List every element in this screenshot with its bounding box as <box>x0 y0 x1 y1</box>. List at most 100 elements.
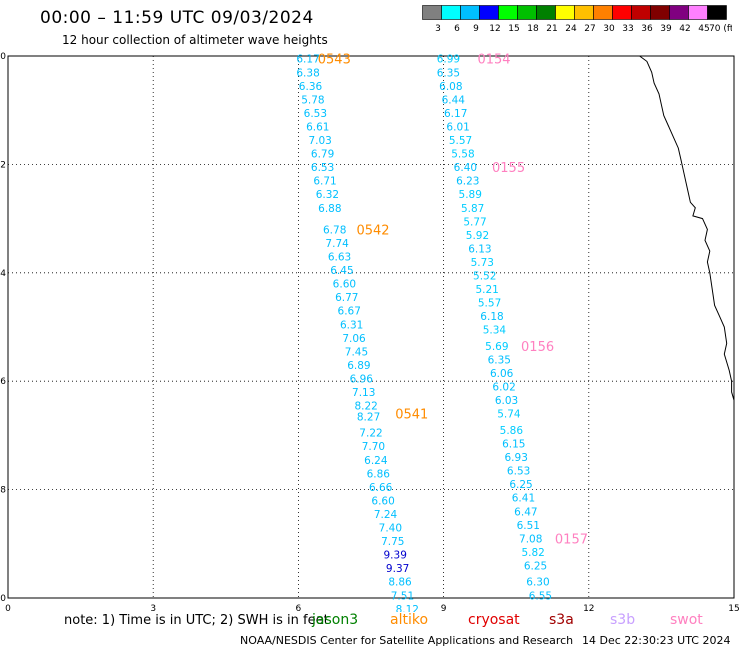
wave-height-value: 5.73 <box>471 257 494 269</box>
colorbar-label: 9 <box>473 24 479 34</box>
wave-height-value: 7.40 <box>379 523 402 535</box>
colorbar-label: 6 <box>454 24 460 34</box>
y-tick-label: -28 <box>0 486 6 496</box>
wave-height-value: 5.34 <box>483 325 507 337</box>
page-title: 00:00 – 11:59 UTC 09/03/2024 <box>40 8 314 28</box>
y-tick-label: -20 <box>0 52 6 62</box>
wave-height-value: 6.53 <box>311 162 334 174</box>
x-tick-label: 3 <box>150 604 156 612</box>
wave-height-value: 6.25 <box>524 560 547 572</box>
wave-height-value: 5.92 <box>466 230 489 242</box>
wave-height-value: 6.18 <box>480 311 503 323</box>
wave-height-value: 6.15 <box>502 439 525 451</box>
wave-height-value: 6.47 <box>514 506 537 518</box>
wave-height-value: 7.08 <box>519 533 542 545</box>
wave-height-value: 7.13 <box>352 387 375 399</box>
wave-height-value: 6.35 <box>437 67 460 79</box>
colorbar-swatch <box>707 5 727 20</box>
wave-height-value: 5.57 <box>478 298 501 310</box>
wave-height-value: 6.79 <box>311 149 334 161</box>
colorbar-label: 42 <box>679 24 690 34</box>
colorbar-label: 3 <box>435 24 441 34</box>
colorbar-label: 70 (ft) <box>709 24 732 34</box>
wave-height-value: 6.24 <box>364 455 388 467</box>
wave-height-value: 6.77 <box>335 292 358 304</box>
colorbar-label: 18 <box>527 24 539 34</box>
wave-height-value: 6.55 <box>529 590 552 602</box>
wave-height-value: 6.89 <box>347 360 370 372</box>
wave-height-value: 5.78 <box>301 94 324 106</box>
colorbar-label: 27 <box>584 24 595 34</box>
wave-height-value: 6.13 <box>468 243 491 255</box>
wave-height-value: 8.86 <box>388 577 412 589</box>
satellite-legend-cryosat: cryosat <box>468 612 520 628</box>
wave-height-value: 5.86 <box>500 425 524 437</box>
wave-height-value: 6.67 <box>338 306 361 318</box>
wave-height-value: 5.58 <box>451 149 474 161</box>
wave-height-value: 6.63 <box>328 252 351 264</box>
wave-height-value: 6.35 <box>488 355 511 367</box>
pass-time-label: 0156 <box>521 340 554 355</box>
y-tick-label: -30 <box>0 594 6 604</box>
wave-height-value: 6.31 <box>340 319 363 331</box>
wave-height-value: 7.22 <box>359 428 382 440</box>
y-tick-label: -22 <box>0 160 6 170</box>
wave-height-value: 7.75 <box>381 536 404 548</box>
coastline <box>639 55 735 401</box>
wave-height-map: 03691215-20-22-24-26-28-306.176.386.365.… <box>0 52 740 612</box>
satellite-legend-s3a: s3a <box>549 612 574 628</box>
x-tick-label: 6 <box>296 604 302 612</box>
wave-height-value: 6.78 <box>323 224 346 236</box>
wave-height-value: 6.51 <box>517 520 540 532</box>
wave-height-value: 6.45 <box>330 265 353 277</box>
x-tick-label: 0 <box>5 604 11 612</box>
pass-time-label: 0542 <box>356 223 389 238</box>
page-subtitle: 12 hour collection of altimeter wave hei… <box>62 33 328 47</box>
wave-height-value: 6.38 <box>296 67 319 79</box>
wave-height-value: 6.36 <box>299 81 323 93</box>
wave-height-value: 6.17 <box>444 108 467 120</box>
wave-height-value: 6.17 <box>296 54 319 66</box>
wave-height-value: 7.03 <box>308 135 331 147</box>
wave-height-value: 6.93 <box>505 452 528 464</box>
wave-height-value: 6.61 <box>306 121 329 133</box>
x-tick-label: 15 <box>728 604 739 612</box>
wave-height-value: 7.06 <box>342 333 366 345</box>
y-tick-label: -26 <box>0 377 6 387</box>
x-tick-label: 12 <box>583 604 594 612</box>
wave-height-value: 6.41 <box>512 493 535 505</box>
wave-height-value: 6.53 <box>304 108 327 120</box>
colorbar-label: 30 <box>603 24 615 34</box>
wave-height-value: 5.69 <box>485 341 508 353</box>
wave-height-value: 6.06 <box>490 368 514 380</box>
credit-line: NOAA/NESDIS Center for Satellite Applica… <box>240 634 574 647</box>
colorbar-label: 45 <box>698 24 709 34</box>
generated-timestamp: 14 Dec 22:30:23 UTC 2024 <box>582 634 731 647</box>
wave-height-value: 8.22 <box>354 401 377 413</box>
y-tick-label: -24 <box>0 269 6 279</box>
wave-height-value: 6.99 <box>437 54 460 66</box>
wave-height-value: 5.82 <box>521 547 544 559</box>
colorbar-label: 24 <box>565 24 577 34</box>
wave-height-value: 5.77 <box>463 216 486 228</box>
wave-height-value: 6.30 <box>526 577 549 589</box>
wave-height-value: 6.71 <box>313 176 336 188</box>
wave-height-value: 7.24 <box>374 509 398 521</box>
wave-height-value: 6.03 <box>495 395 518 407</box>
wave-height-value: 7.51 <box>391 590 414 602</box>
satellite-legend-swot: swot <box>670 612 703 628</box>
wave-height-value: 6.40 <box>454 162 477 174</box>
wave-height-value: 8.12 <box>396 604 419 612</box>
pass-time-label: 0541 <box>395 408 428 423</box>
wave-height-value: 6.02 <box>492 382 515 394</box>
wave-height-value: 6.96 <box>350 373 374 385</box>
wave-height-value: 5.89 <box>459 189 482 201</box>
map-frame <box>7 55 735 599</box>
wave-height-value: 5.21 <box>475 284 498 296</box>
wave-height-value: 6.01 <box>446 121 469 133</box>
wave-height-value: 6.88 <box>318 203 341 215</box>
wave-height-value: 5.57 <box>449 135 472 147</box>
pass-time-label: 0154 <box>477 53 510 68</box>
wave-height-value: 5.52 <box>473 271 496 283</box>
